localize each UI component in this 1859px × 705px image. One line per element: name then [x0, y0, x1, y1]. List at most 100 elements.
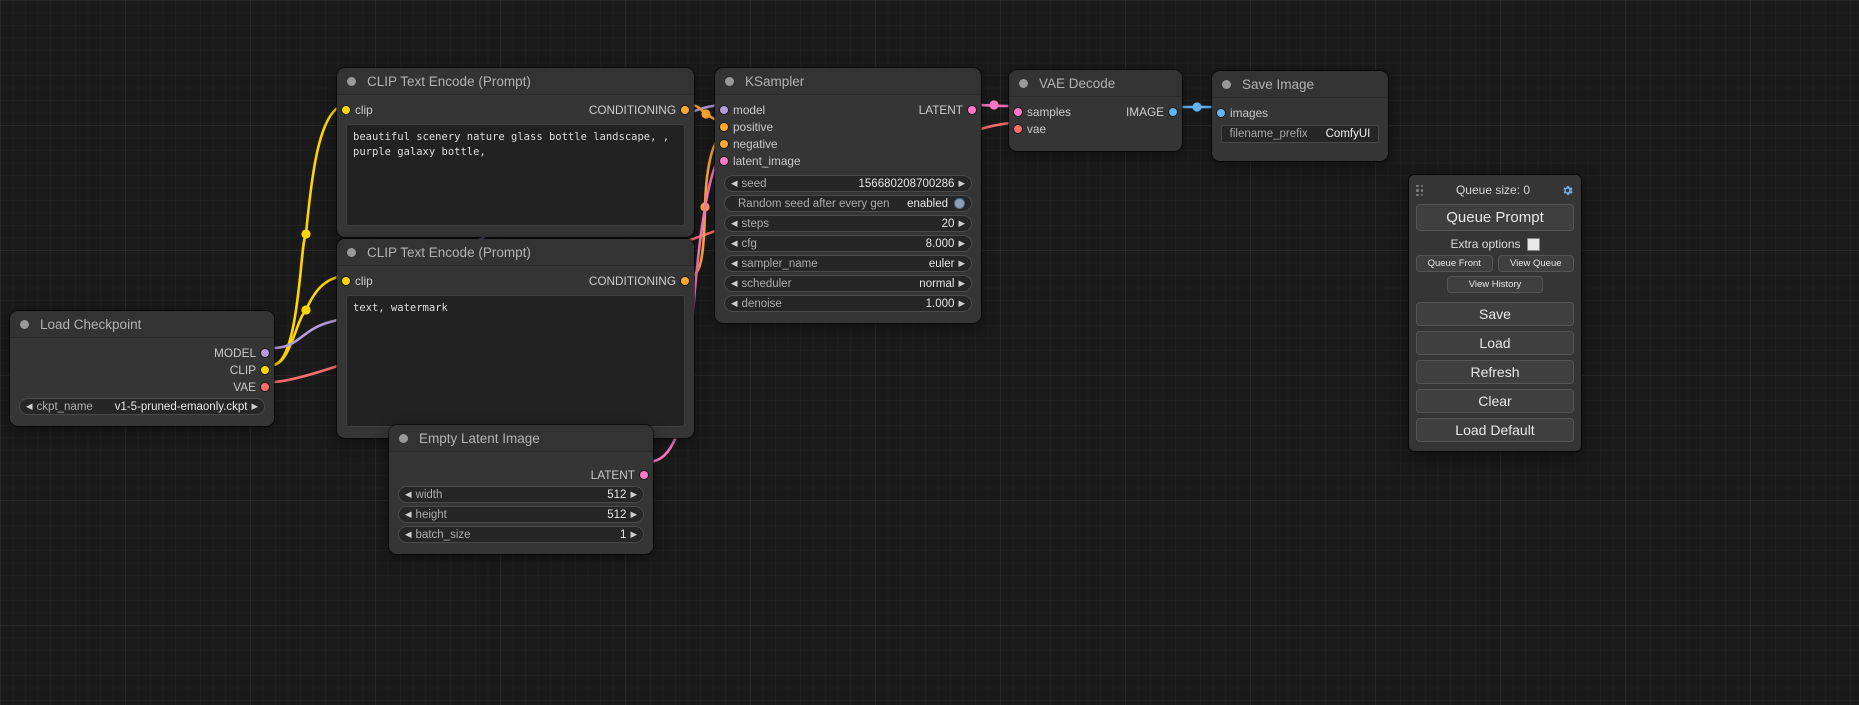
node-title-bar[interactable]: CLIP Text Encode (Prompt): [337, 68, 694, 95]
next-arrow-icon[interactable]: ▶: [958, 258, 965, 269]
slot-dot-latent-image[interactable]: [720, 156, 728, 165]
toggle-knob-icon[interactable]: [954, 198, 965, 209]
next-arrow-icon[interactable]: ▶: [958, 178, 965, 189]
output-slot-latent[interactable]: LATENT: [389, 466, 653, 483]
collapse-dot-icon[interactable]: [347, 247, 356, 257]
input-slot-latent-image[interactable]: latent_image: [715, 152, 981, 169]
extra-options-checkbox[interactable]: [1526, 237, 1540, 251]
extra-options-row[interactable]: Extra options: [1416, 237, 1574, 251]
collapse-dot-icon[interactable]: [399, 433, 408, 443]
slot-dot-conditioning-out[interactable]: [681, 276, 689, 285]
widget-scheduler[interactable]: ◀ scheduler normal ▶: [724, 275, 972, 292]
next-arrow-icon[interactable]: ▶: [958, 238, 965, 249]
refresh-button[interactable]: Refresh: [1416, 360, 1574, 384]
prev-arrow-icon[interactable]: ◀: [405, 489, 412, 500]
widget-value: 8.000: [925, 237, 955, 250]
output-slot-model[interactable]: MODEL: [10, 344, 274, 361]
slot-dot-clip-in[interactable]: [342, 276, 350, 285]
drag-handle-icon[interactable]: [1416, 184, 1425, 196]
node-load-checkpoint[interactable]: Load Checkpoint MODEL CLIP VAE ◀ ckpt_na…: [10, 311, 274, 426]
node-title-bar[interactable]: CLIP Text Encode (Prompt): [337, 239, 694, 266]
next-arrow-icon[interactable]: ▶: [630, 509, 637, 520]
widget-sampler-name[interactable]: ◀ sampler_name euler ▶: [724, 255, 972, 272]
node-title-bar[interactable]: Load Checkpoint: [10, 311, 274, 338]
queue-prompt-button[interactable]: Queue Prompt: [1416, 204, 1574, 231]
widget-width[interactable]: ◀ width 512 ▶: [398, 486, 644, 503]
collapse-dot-icon[interactable]: [1019, 78, 1028, 88]
prompt-textarea-negative[interactable]: text, watermark: [346, 295, 685, 427]
collapse-dot-icon[interactable]: [347, 76, 356, 86]
node-clip-text-encode-positive[interactable]: CLIP Text Encode (Prompt) clip CONDITION…: [337, 68, 694, 237]
next-arrow-icon[interactable]: ▶: [630, 489, 637, 500]
slot-dot-latent-out[interactable]: [968, 105, 976, 114]
output-slot-vae[interactable]: VAE: [10, 378, 274, 395]
next-arrow-icon[interactable]: ▶: [958, 298, 965, 309]
node-title-bar[interactable]: KSampler: [715, 68, 981, 95]
load-default-button[interactable]: Load Default: [1416, 418, 1574, 442]
slot-dot-vae-in[interactable]: [1014, 124, 1022, 133]
widget-random-seed-toggle[interactable]: Random seed after every gen enabled: [724, 195, 972, 212]
prev-arrow-icon[interactable]: ◀: [731, 178, 738, 189]
widget-batch-size[interactable]: ◀ batch_size 1 ▶: [398, 526, 644, 543]
input-slot-negative[interactable]: negative: [715, 135, 981, 152]
comfy-menu-panel[interactable]: Queue size: 0 Queue Prompt Extra options…: [1409, 175, 1581, 451]
widget-filename-prefix[interactable]: filename_prefix ComfyUI: [1221, 125, 1379, 143]
node-title-bar[interactable]: VAE Decode: [1009, 70, 1182, 97]
next-arrow-icon[interactable]: ▶: [958, 278, 965, 289]
prev-arrow-icon[interactable]: ◀: [731, 258, 738, 269]
slot-dot-images[interactable]: [1217, 108, 1225, 117]
node-title-text: VAE Decode: [1039, 75, 1116, 91]
prev-arrow-icon[interactable]: ◀: [731, 218, 738, 229]
load-button[interactable]: Load: [1416, 331, 1574, 355]
save-button[interactable]: Save: [1416, 302, 1574, 326]
next-arrow-icon[interactable]: ▶: [251, 401, 258, 412]
slot-dot-negative[interactable]: [720, 139, 728, 148]
widget-seed[interactable]: ◀ seed 156680208700286 ▶: [724, 175, 972, 192]
node-clip-text-encode-negative[interactable]: CLIP Text Encode (Prompt) clip CONDITION…: [337, 239, 694, 438]
node-title-bar[interactable]: Save Image: [1212, 71, 1388, 98]
gear-icon[interactable]: [1561, 184, 1574, 197]
widget-denoise[interactable]: ◀ denoise 1.000 ▶: [724, 295, 972, 312]
widget-steps[interactable]: ◀ steps 20 ▶: [724, 215, 972, 232]
slot-dot-conditioning-out[interactable]: [681, 105, 689, 114]
view-history-button[interactable]: View History: [1447, 276, 1543, 293]
widget-ckpt-name[interactable]: ◀ ckpt_name v1-5-pruned-emaonly.ckpt ▶: [19, 398, 265, 415]
queue-front-button[interactable]: Queue Front: [1416, 255, 1493, 272]
slot-dot-samples[interactable]: [1014, 107, 1022, 116]
clear-button[interactable]: Clear: [1416, 389, 1574, 413]
widget-height[interactable]: ◀ height 512 ▶: [398, 506, 644, 523]
slot-dot-model[interactable]: [261, 348, 269, 357]
node-vae-decode[interactable]: VAE Decode samples IMAGE vae: [1009, 70, 1182, 151]
slot-dot-clip-in[interactable]: [342, 105, 350, 114]
prev-arrow-icon[interactable]: ◀: [731, 278, 738, 289]
collapse-dot-icon[interactable]: [1222, 79, 1231, 89]
prev-arrow-icon[interactable]: ◀: [405, 509, 412, 520]
slot-dot-latent[interactable]: [640, 470, 648, 479]
prompt-textarea-positive[interactable]: beautiful scenery nature glass bottle la…: [346, 124, 685, 226]
widget-label: filename_prefix: [1229, 128, 1308, 140]
slot-dot-positive[interactable]: [720, 122, 728, 131]
view-queue-button[interactable]: View Queue: [1497, 255, 1574, 272]
node-save-image[interactable]: Save Image images filename_prefix ComfyU…: [1212, 71, 1388, 161]
node-empty-latent-image[interactable]: Empty Latent Image LATENT ◀ width 512 ▶ …: [389, 425, 653, 554]
input-slot-positive[interactable]: positive: [715, 118, 981, 135]
slot-dot-clip[interactable]: [261, 365, 269, 374]
input-slot-images[interactable]: images: [1212, 104, 1388, 121]
widget-cfg[interactable]: ◀ cfg 8.000 ▶: [724, 235, 972, 252]
slot-dot-model-in[interactable]: [720, 105, 728, 114]
slot-dot-image-out[interactable]: [1169, 107, 1177, 116]
collapse-dot-icon[interactable]: [20, 319, 29, 329]
prev-arrow-icon[interactable]: ◀: [405, 529, 412, 540]
node-title-bar[interactable]: Empty Latent Image: [389, 425, 653, 452]
input-slot-vae[interactable]: vae: [1009, 120, 1182, 137]
output-slot-clip[interactable]: CLIP: [10, 361, 274, 378]
next-arrow-icon[interactable]: ▶: [630, 529, 637, 540]
prev-arrow-icon[interactable]: ◀: [731, 238, 738, 249]
collapse-dot-icon[interactable]: [725, 76, 734, 86]
prev-arrow-icon[interactable]: ◀: [731, 298, 738, 309]
node-ksampler[interactable]: KSampler model LATENT positive negative …: [715, 68, 981, 323]
next-arrow-icon[interactable]: ▶: [958, 218, 965, 229]
prev-arrow-icon[interactable]: ◀: [26, 401, 33, 412]
slot-dot-vae[interactable]: [261, 382, 269, 391]
